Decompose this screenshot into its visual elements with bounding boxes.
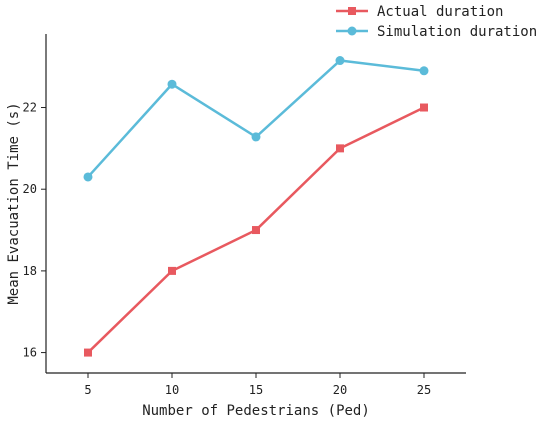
data-point (168, 266, 176, 275)
legend-item: Actual duration (336, 4, 503, 20)
legend-marker (347, 26, 357, 36)
x-tick-label: 25 (417, 383, 431, 397)
data-point (252, 226, 260, 235)
legend-label: Actual duration (377, 4, 503, 20)
legend: Actual duration Simulation duration (336, 4, 537, 40)
data-point (336, 144, 344, 153)
legend-marker (348, 7, 356, 15)
y-tick-label: 18 (23, 264, 37, 278)
legend-label: Simulation duration (377, 24, 537, 40)
legend-item: Simulation duration (336, 24, 537, 40)
x-ticks: 5 10 15 20 25 (84, 373, 431, 397)
data-point (419, 66, 429, 76)
axes (45, 34, 466, 374)
y-tick-label: 16 (23, 346, 37, 360)
series-layer (83, 56, 429, 357)
series-1 (84, 103, 428, 357)
data-point (335, 56, 345, 66)
x-tick-label: 15 (249, 383, 263, 397)
series-2 (83, 56, 429, 182)
data-point (251, 132, 261, 142)
x-tick-label: 20 (333, 383, 347, 397)
y-axis-title: Mean Evacuation Time (s) (6, 102, 22, 304)
series-line (87, 59, 425, 178)
data-point (167, 79, 177, 89)
data-point (84, 348, 92, 357)
x-tick-label: 5 (84, 383, 91, 397)
y-ticks: 16 18 20 22 (23, 101, 46, 360)
x-tick-label: 10 (165, 383, 179, 397)
y-tick-label: 22 (23, 101, 37, 115)
y-tick-label: 20 (23, 182, 37, 196)
data-point (83, 172, 93, 182)
x-axis-title: Number of Pedestrians (Ped) (142, 403, 370, 419)
data-point (420, 103, 428, 112)
